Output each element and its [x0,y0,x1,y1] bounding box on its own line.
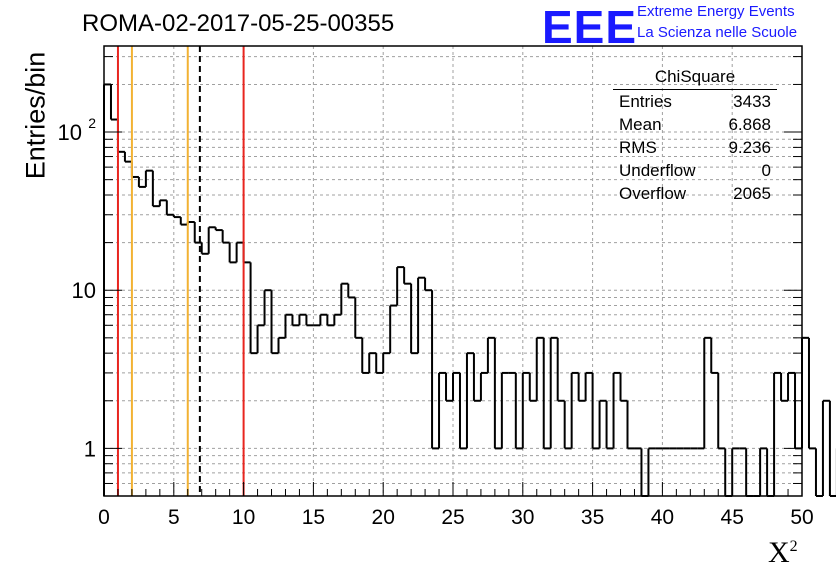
x-tick-label: 0 [98,506,110,529]
x-tick-label: 40 [651,506,674,529]
x-tick-label: 15 [302,506,325,529]
reference-lines [116,46,245,496]
stats-label: Underflow [619,161,696,180]
x-tick-label: 45 [721,506,744,529]
logo-line-1: Extreme Energy Events [637,3,795,20]
stats-row: Overflow 2065 [611,182,779,205]
stats-row: Underflow 0 [611,159,779,182]
eee-logo: EEE [542,1,638,53]
chart-title: ROMA-02-2017-05-25-00355 [82,10,395,37]
stats-label: RMS [619,138,657,157]
stats-row: Mean 6.868 [611,113,779,136]
tick-labels: 0 5 10 15 20 25 30 35 40 45 50 1 10 10 2 [58,115,814,529]
x-axis-label-base: X [768,536,790,569]
stats-divider [613,89,777,90]
y-tick-label: 10 [58,120,82,145]
y-tick-label: 10 [72,278,96,303]
stats-label: Mean [619,115,662,134]
stats-box: ChiSquare Entries 3433 Mean 6.868 RMS 9.236… [611,66,779,205]
stats-value: 0 [761,161,771,180]
x-axis-label: X2 [768,536,798,570]
stats-title: ChiSquare [654,67,736,86]
stats-value: 6.868 [728,115,771,134]
stats-value: 9.236 [728,138,771,157]
stats-value: 3433 [733,92,771,111]
logo-line-2: La Scienza nelle Scuole [637,24,798,41]
x-tick-label: 5 [168,506,180,529]
x-tick-label: 10 [232,506,255,529]
axis-ticks [103,56,803,497]
y-tick-label-sup: 2 [88,115,96,131]
stats-row: RMS 9.236 [611,136,779,159]
y-tick-label: 1 [84,436,96,461]
x-tick-label: 35 [581,506,604,529]
x-tick-label: 30 [511,506,534,529]
x-axis-label-sup: 2 [789,538,798,555]
y-axis-label: Entries/bin [20,51,51,180]
stats-value: 2065 [733,184,771,203]
stats-row: Entries 3433 [611,90,779,113]
stats-label: Overflow [619,184,687,203]
x-tick-label: 25 [441,506,464,529]
x-tick-label: 50 [790,506,813,529]
x-tick-label: 20 [372,506,395,529]
stats-label: Entries [619,92,672,111]
